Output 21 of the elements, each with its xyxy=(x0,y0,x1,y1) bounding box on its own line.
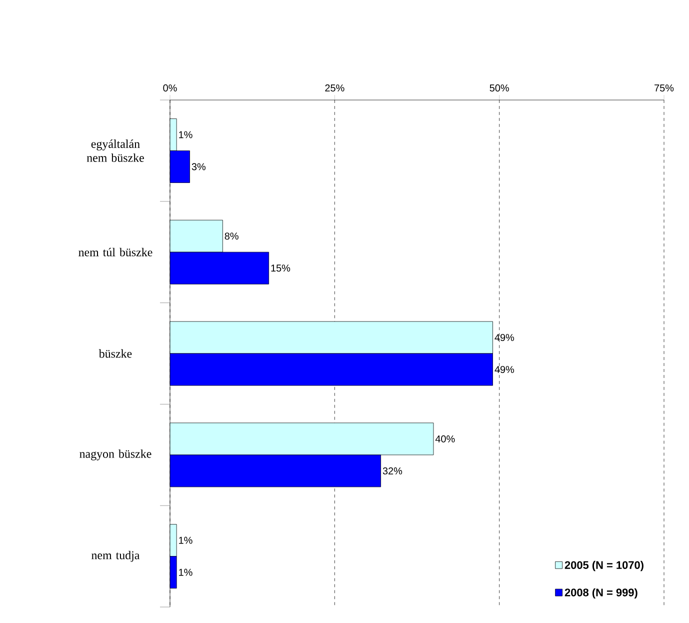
x-tick-label: 25% xyxy=(325,84,344,92)
y-tick-label: egyáltalán nem büszke xyxy=(86,140,144,162)
data-label: 49% xyxy=(494,334,514,342)
y-tick-label: nem túl büszke xyxy=(78,248,152,256)
y-tick-label: büszke xyxy=(98,349,132,358)
data-label: 3% xyxy=(192,163,206,170)
data-label: 49% xyxy=(494,366,514,374)
legend-label: 2005 (N = 1070) xyxy=(564,560,644,572)
data-label: 1% xyxy=(179,568,192,576)
data-label: 1% xyxy=(179,131,192,138)
data-label: 8% xyxy=(224,232,238,240)
x-tick-label: 75% xyxy=(654,84,674,92)
x-tick-label: 50% xyxy=(490,84,509,92)
x-tick-label: 0% xyxy=(163,84,177,92)
data-label: 15% xyxy=(271,264,290,272)
data-label: 1% xyxy=(179,536,192,544)
data-label: 32% xyxy=(382,467,402,474)
y-tick-label: nagyon büszke xyxy=(80,449,152,460)
y-tick-label: nem tudja xyxy=(92,550,140,562)
legend-label: 2008 (N = 999) xyxy=(564,588,638,599)
data-label: 40% xyxy=(435,435,455,442)
